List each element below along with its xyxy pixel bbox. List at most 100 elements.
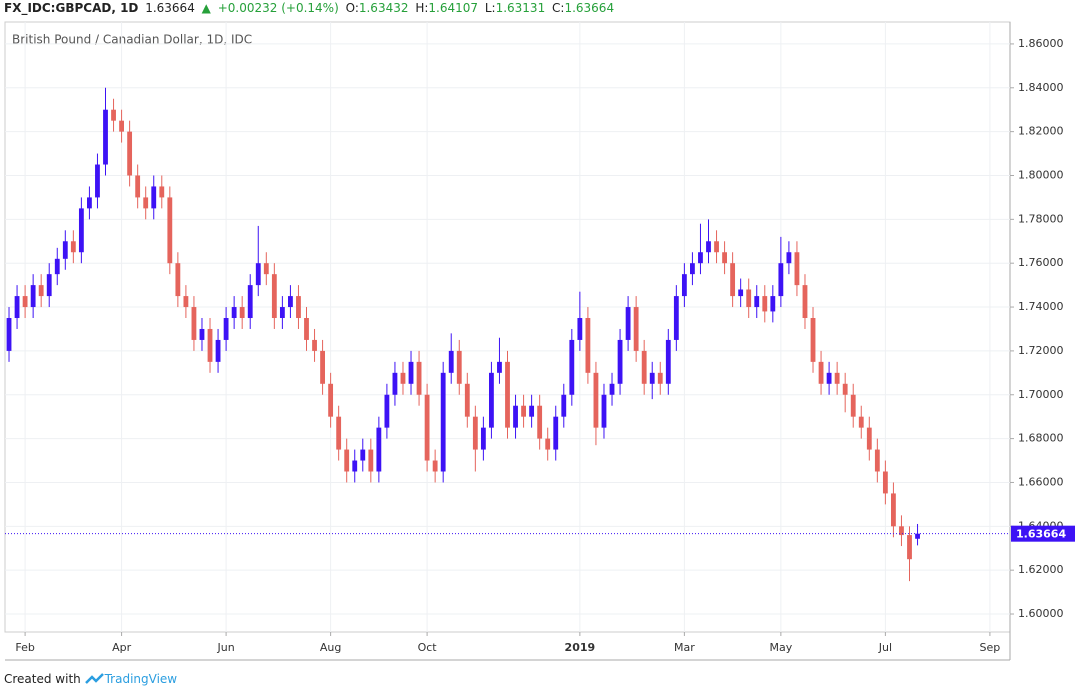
x-tick-label: Jul — [878, 641, 892, 654]
candle-body — [472, 416, 478, 450]
x-tick-label: Jun — [217, 641, 235, 654]
chart: British Pound / Canadian Dollar, 1D, IDC… — [4, 21, 1075, 661]
candle-body — [288, 296, 293, 308]
candle-body — [874, 449, 880, 472]
x-tick-label: Sep — [980, 641, 1001, 654]
candle-body — [625, 307, 631, 340]
candle-body — [127, 131, 133, 176]
candle-body — [215, 339, 221, 362]
plot-frame — [4, 21, 1011, 633]
candle-body — [497, 361, 502, 373]
candle-body — [368, 449, 374, 472]
x-tick-label: Aug — [320, 641, 341, 654]
candle-body — [899, 526, 904, 536]
candle-body — [6, 318, 12, 351]
x-tick-label: 2019 — [565, 641, 596, 654]
candle-body — [681, 274, 687, 297]
symbol: FX_IDC:GBPCAD, 1D — [4, 1, 139, 15]
candle-body — [850, 394, 856, 417]
candle-body — [183, 296, 189, 308]
candle-body — [143, 197, 149, 209]
x-tick-label: Apr — [112, 641, 132, 654]
y-tick-label: 1.66000 — [1018, 475, 1064, 488]
candle-body — [673, 296, 679, 340]
header: FX_IDC:GBPCAD, 1D 1.63664 ▲ +0.00232 (+0… — [4, 1, 617, 15]
y-tick-label: 1.72000 — [1018, 344, 1064, 357]
x-tick-label: Oct — [418, 641, 438, 654]
y-tick-label: 1.80000 — [1018, 168, 1064, 181]
candle-body — [456, 350, 462, 384]
open-value: 1.63432 — [358, 1, 409, 15]
candle-body — [706, 241, 711, 253]
candle-body — [609, 383, 615, 395]
candle-body — [722, 252, 727, 264]
y-tick-label: 1.74000 — [1018, 300, 1064, 313]
candle-body — [641, 350, 647, 384]
candle-body — [360, 449, 366, 461]
candle-body — [376, 427, 382, 472]
y-tick-label: 1.78000 — [1018, 212, 1064, 225]
candle-body — [175, 263, 181, 297]
y-tick-label: 1.86000 — [1018, 37, 1064, 50]
candle-body — [601, 394, 607, 428]
candle-body — [70, 241, 76, 253]
candle-body — [480, 427, 486, 450]
candle-body — [593, 372, 599, 428]
candle-body — [448, 350, 454, 373]
candle-body — [698, 252, 703, 264]
up-arrow: ▲ — [201, 1, 211, 15]
candle-body — [665, 339, 671, 384]
candle-body — [545, 438, 551, 450]
candle-body — [561, 394, 567, 417]
candle-body — [111, 109, 116, 121]
brand: TradingView — [104, 672, 178, 686]
candle-body — [529, 405, 535, 417]
candle-body — [384, 394, 390, 428]
candle-body — [440, 372, 446, 472]
candle-body — [746, 289, 752, 308]
candle-body — [95, 164, 100, 198]
close-value: 1.63664 — [564, 1, 615, 15]
candle-body — [159, 186, 165, 198]
candle-body — [714, 241, 719, 253]
chart-title: British Pound / Canadian Dollar, 1D, IDC — [12, 33, 252, 47]
candle-body — [119, 120, 124, 132]
candle-body — [907, 535, 912, 560]
candle-body — [754, 296, 760, 308]
candle-body — [617, 339, 623, 384]
y-tick-label: 1.82000 — [1018, 125, 1064, 138]
low-value: 1.63131 — [495, 1, 546, 15]
y-tick-label: 1.84000 — [1018, 81, 1064, 94]
candle-body — [151, 186, 157, 209]
candle-body — [223, 318, 229, 340]
candle-body — [882, 471, 888, 494]
x-tick-label: Mar — [674, 641, 695, 654]
high-label: H: — [415, 1, 429, 15]
high-value: 1.64107 — [428, 1, 479, 15]
y-tick-label: 1.60000 — [1018, 607, 1064, 620]
candle-body — [505, 361, 510, 428]
candle-body — [513, 405, 518, 428]
y-tick-label: 1.62000 — [1018, 563, 1064, 576]
candle-body — [730, 263, 736, 297]
candle-body — [207, 328, 213, 362]
candle-body — [537, 405, 543, 439]
last-price-box — [1011, 525, 1075, 542]
candle-body — [794, 252, 800, 286]
candle-body — [762, 296, 768, 312]
candle-body — [392, 372, 398, 395]
candle-body — [103, 109, 108, 165]
candle-body — [553, 416, 559, 450]
candle-body — [135, 175, 141, 198]
candle-body — [577, 318, 583, 340]
candle-body — [424, 394, 430, 461]
candle-body — [521, 405, 526, 417]
candle-body — [87, 197, 92, 209]
candle-body — [167, 197, 173, 264]
candle-body — [30, 285, 36, 308]
candle-body — [312, 339, 317, 351]
candle-body — [842, 383, 848, 395]
candle-body — [690, 263, 695, 275]
candle-body — [271, 274, 277, 319]
